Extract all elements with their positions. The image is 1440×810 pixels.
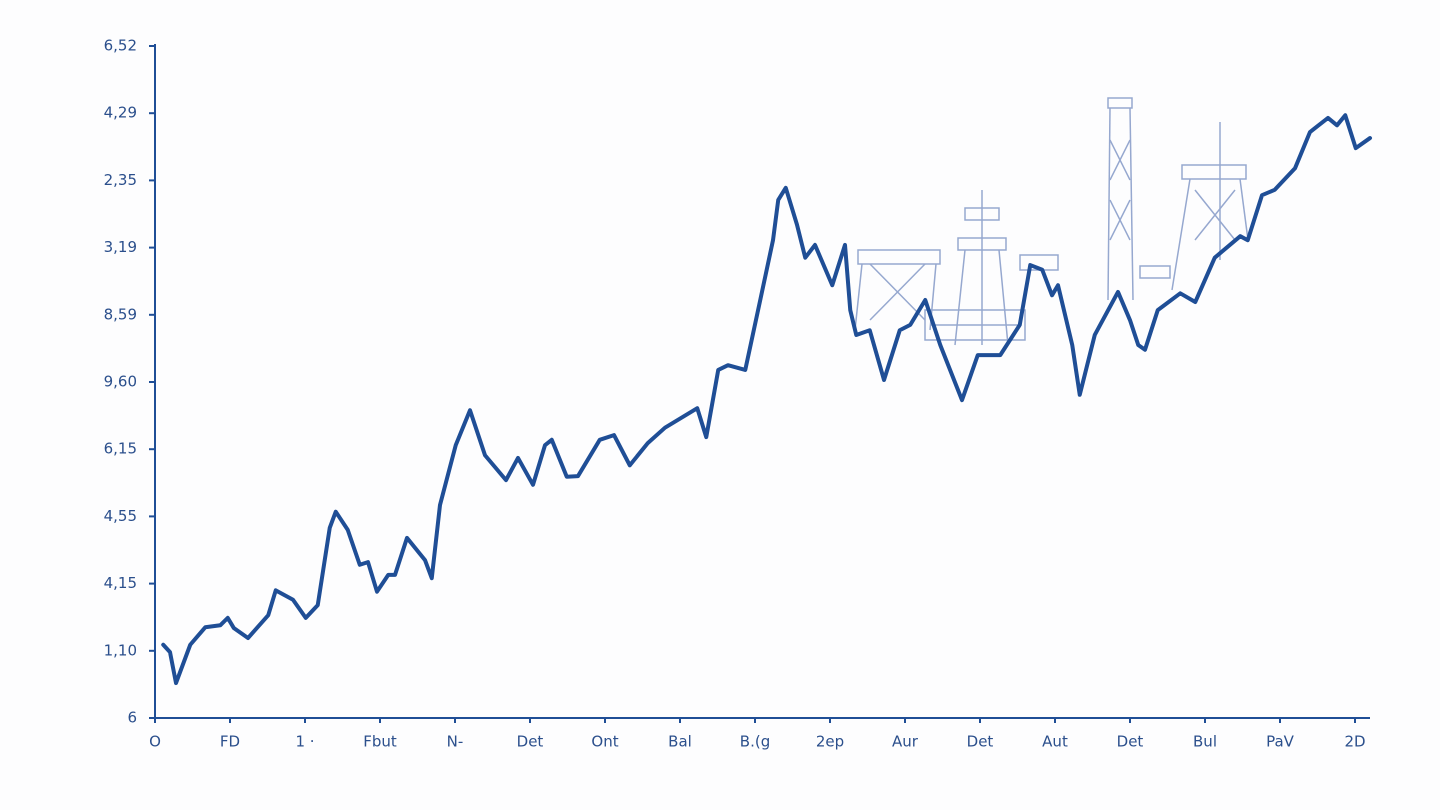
y-tick-label: 6 (127, 709, 137, 727)
y-tick-label: 1,10 (104, 641, 137, 659)
x-tick-label: Bal (668, 733, 692, 751)
x-tick-label: FD (220, 733, 240, 751)
x-tick-label: Aur (892, 733, 919, 751)
data-line (161, 113, 1372, 686)
x-tick-label: 2ep (816, 733, 844, 751)
x-tick-label: Det (1117, 733, 1144, 751)
y-tick-label: 4,29 (104, 104, 137, 122)
x-tick-label: 1 · (295, 733, 314, 751)
x-tick-label: Aut (1042, 733, 1068, 751)
y-tick-label: 4,55 (104, 507, 137, 525)
y-tick-label: 4,15 (104, 574, 137, 592)
y-tick-label: 6,15 (104, 440, 137, 458)
x-tick-label: Fbut (363, 733, 397, 751)
x-tick-label: N- (447, 733, 464, 751)
x-tick-label: Bul (1193, 733, 1217, 751)
y-tick-label: 2,35 (104, 171, 137, 189)
y-tick-label: 9,60 (104, 373, 137, 391)
x-tick-label: O (149, 733, 161, 751)
x-tick-label: PaV (1266, 733, 1295, 751)
x-tick-label: Det (967, 733, 994, 751)
x-tick-label: 2D (1344, 733, 1365, 751)
oil-rig-illustration (854, 97, 1249, 346)
y-tick-label: 6,52 (104, 37, 137, 55)
x-tick-label: Ont (591, 733, 618, 751)
y-tick-label: 3,19 (104, 238, 137, 256)
x-tick-label: B.(g (740, 733, 770, 751)
x-tick-label: Det (517, 733, 544, 751)
y-tick-label: 8,59 (104, 305, 137, 323)
